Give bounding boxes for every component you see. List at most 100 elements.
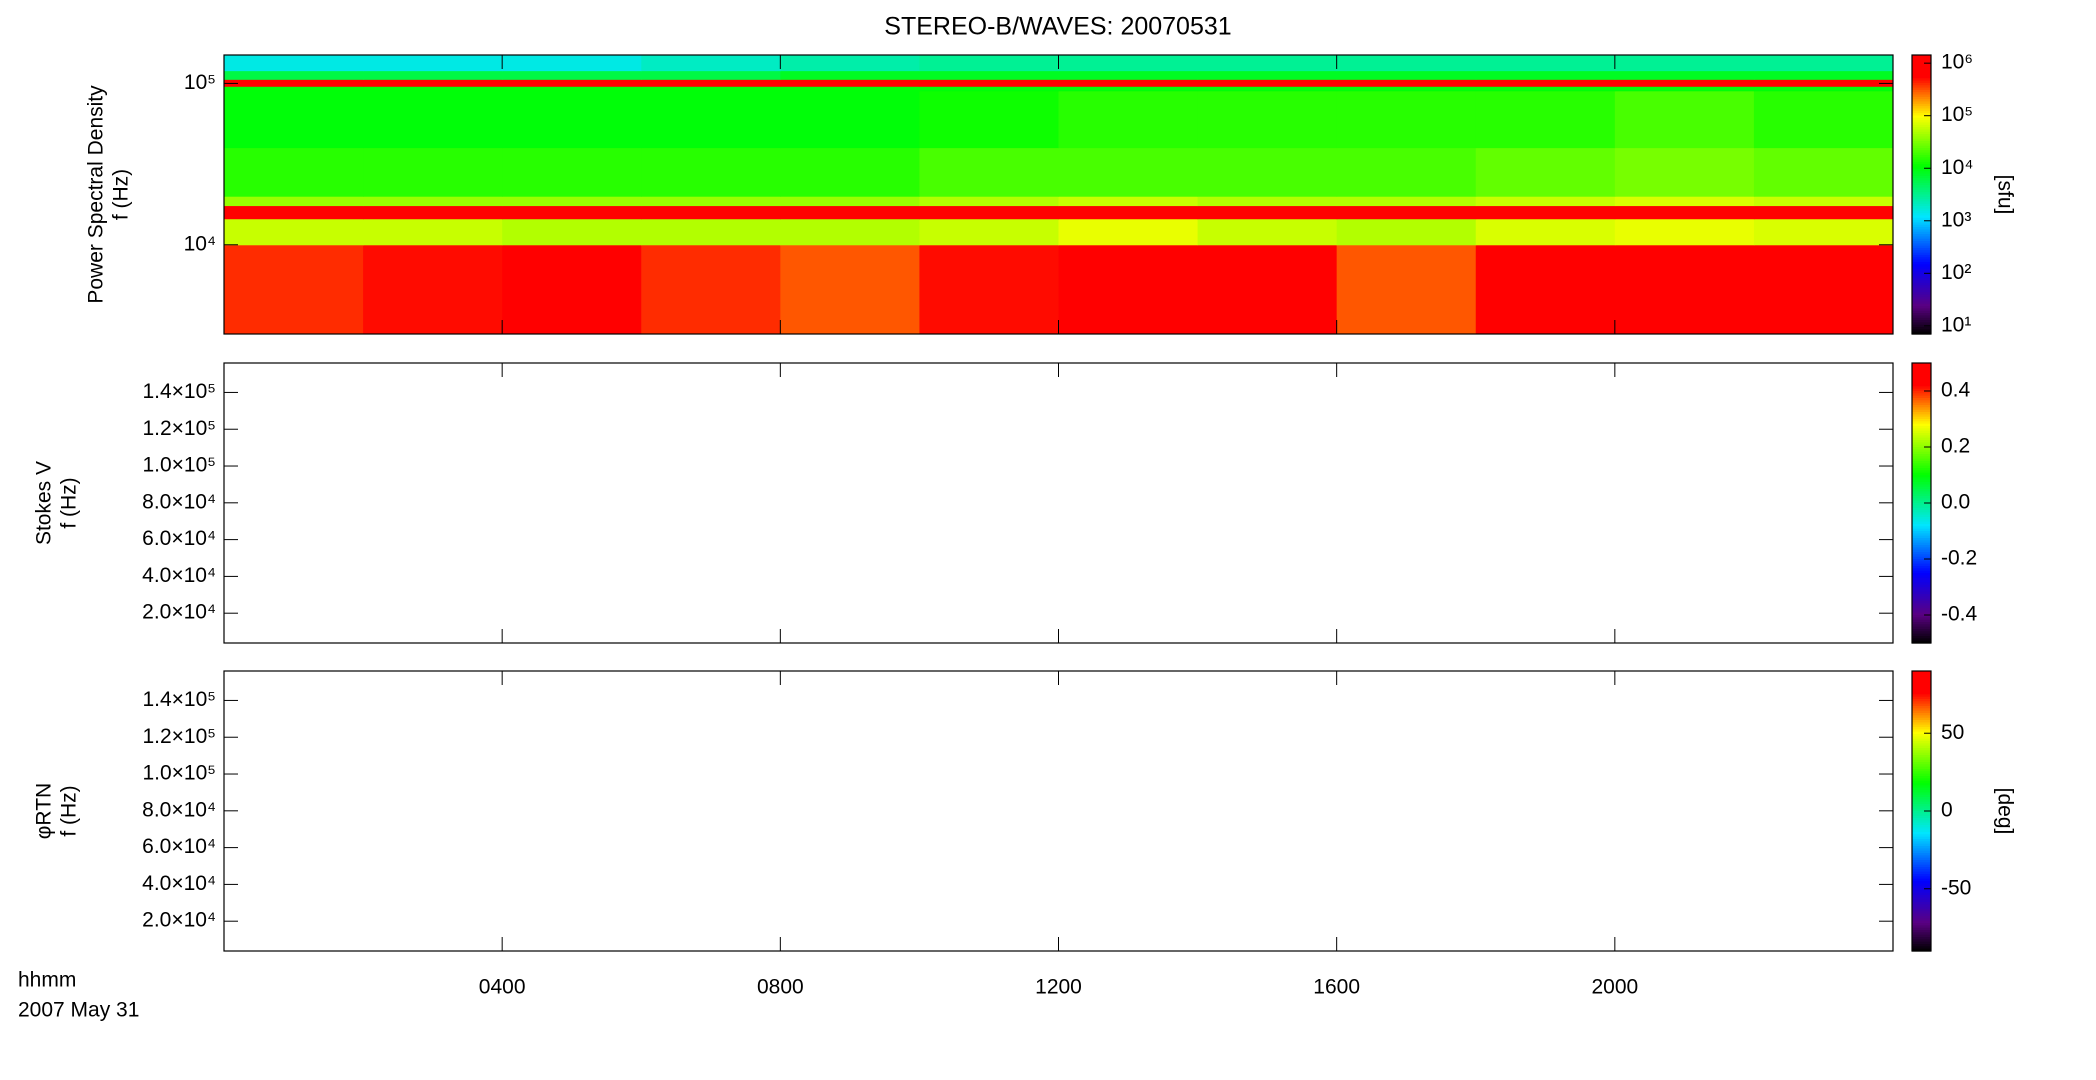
colorbar-strip xyxy=(1912,320,1931,323)
colorbar-strip xyxy=(1912,180,1931,184)
colorbar-strip xyxy=(1912,442,1931,446)
colorbar-tick-label: -50 xyxy=(1941,876,1971,899)
colorbar-strip xyxy=(1912,743,1931,747)
colorbar-strip xyxy=(1912,59,1931,63)
colorbar-strip xyxy=(1912,629,1931,632)
heatmap-cell xyxy=(502,90,642,149)
colorbar-strip xyxy=(1912,220,1931,223)
heatmap-cell xyxy=(1197,218,1338,246)
colorbar-strip xyxy=(1912,573,1931,576)
colorbar-strip xyxy=(1912,582,1931,586)
colorbar-strip xyxy=(1912,895,1931,898)
heatmap-cell xyxy=(363,55,503,72)
colorbar-strip xyxy=(1912,306,1931,310)
colorbar-strip xyxy=(1912,526,1931,530)
colorbar-strip xyxy=(1912,855,1931,859)
colorbar-strip xyxy=(1912,818,1931,821)
colorbar-strip xyxy=(1912,282,1931,286)
heatmap-cell xyxy=(363,79,503,87)
y-axis-label: f (Hz) xyxy=(58,785,81,836)
heatmap-cell xyxy=(780,244,920,335)
colorbar-strip xyxy=(1912,134,1931,137)
colorbar-strip xyxy=(1912,741,1931,744)
heatmap-cell xyxy=(224,218,364,246)
colorbar-strip xyxy=(1912,324,1931,328)
colorbar-strip xyxy=(1912,99,1931,103)
colorbar-strip xyxy=(1912,440,1931,443)
colorbar-tick-label: 0.2 xyxy=(1941,435,1970,458)
colorbar-strip xyxy=(1912,259,1931,263)
heatmap-cell xyxy=(641,244,781,335)
colorbar-strip xyxy=(1912,869,1931,873)
colorbar-strip xyxy=(1912,696,1931,700)
colorbar-strip xyxy=(1912,475,1931,478)
heatmap-cell xyxy=(502,147,642,197)
colorbar-tick-label: 50 xyxy=(1941,721,1964,744)
colorbar-strip xyxy=(1912,173,1931,177)
colorbar-strip xyxy=(1912,496,1931,499)
heatmap-cell xyxy=(1058,147,1199,197)
colorbar-strip xyxy=(1912,552,1931,555)
colorbar-strip xyxy=(1912,715,1931,719)
x-axis-label: hhmm xyxy=(18,969,76,992)
colorbar-strip xyxy=(1912,799,1931,803)
heatmap-cell xyxy=(1753,86,1894,92)
colorbar-strip xyxy=(1912,468,1931,471)
colorbar-strip xyxy=(1912,402,1931,406)
heatmap-cell xyxy=(363,196,503,207)
y-tick-label: 8.0×10⁴ xyxy=(142,490,216,513)
colorbar-strip xyxy=(1912,836,1931,840)
colorbar-strip xyxy=(1912,561,1931,565)
heatmap-cell xyxy=(1336,55,1477,72)
colorbar-strip xyxy=(1912,948,1931,952)
colorbar-strip xyxy=(1912,143,1931,147)
colorbar-strip xyxy=(1912,103,1931,107)
colorbar-strip xyxy=(1912,131,1931,135)
colorbar-strip xyxy=(1912,285,1931,289)
colorbar-strip xyxy=(1912,678,1931,681)
colorbar-strip xyxy=(1912,603,1931,607)
heatmap-cell xyxy=(780,90,920,149)
colorbar-tick-label: 10⁴ xyxy=(1941,156,1973,179)
x-tick-label: 2000 xyxy=(1591,976,1638,999)
colorbar-strip xyxy=(1912,271,1931,275)
heatmap-cell xyxy=(363,70,503,80)
colorbar-strip xyxy=(1912,493,1931,497)
colorbar-strip xyxy=(1912,563,1931,567)
colorbar-strip xyxy=(1912,194,1931,198)
colorbar-strip xyxy=(1912,257,1931,261)
colorbar-strip xyxy=(1912,785,1931,789)
colorbar-strip xyxy=(1912,433,1931,436)
colorbar-strip xyxy=(1912,675,1931,679)
colorbar-strip xyxy=(1912,941,1931,945)
colorbar-strip xyxy=(1912,706,1931,709)
plot-frame xyxy=(223,670,1894,952)
colorbar-strip xyxy=(1912,428,1931,432)
heatmap-cell xyxy=(363,244,503,335)
colorbar-strip xyxy=(1912,554,1931,558)
heatmap-cell xyxy=(1475,55,1616,72)
colorbar-strip xyxy=(1912,213,1931,217)
colorbar-strip xyxy=(1912,141,1931,144)
colorbar-strip xyxy=(1912,296,1931,300)
colorbar-tick-label: 10² xyxy=(1941,261,1971,284)
colorbar-strip xyxy=(1912,75,1931,79)
colorbar-strip xyxy=(1912,587,1931,590)
heatmap-cell xyxy=(1058,79,1199,87)
colorbar-strip xyxy=(1912,136,1931,140)
heatmap-cell xyxy=(224,79,364,87)
heatmap-cell xyxy=(641,205,781,220)
colorbar-strip xyxy=(1912,96,1931,100)
heatmap-cell xyxy=(1336,79,1477,87)
colorbar-strip xyxy=(1912,906,1931,910)
colorbar-strip xyxy=(1912,289,1931,293)
colorbar-strip xyxy=(1912,236,1931,240)
colorbar-strip xyxy=(1912,217,1931,221)
colorbar-strip xyxy=(1912,703,1931,707)
colorbar-strip xyxy=(1912,734,1931,737)
colorbar-strip xyxy=(1912,64,1931,68)
heatmap-cell xyxy=(780,205,920,220)
y-tick-label: 6.0×10⁴ xyxy=(142,835,216,858)
heatmap-cell xyxy=(502,86,642,92)
